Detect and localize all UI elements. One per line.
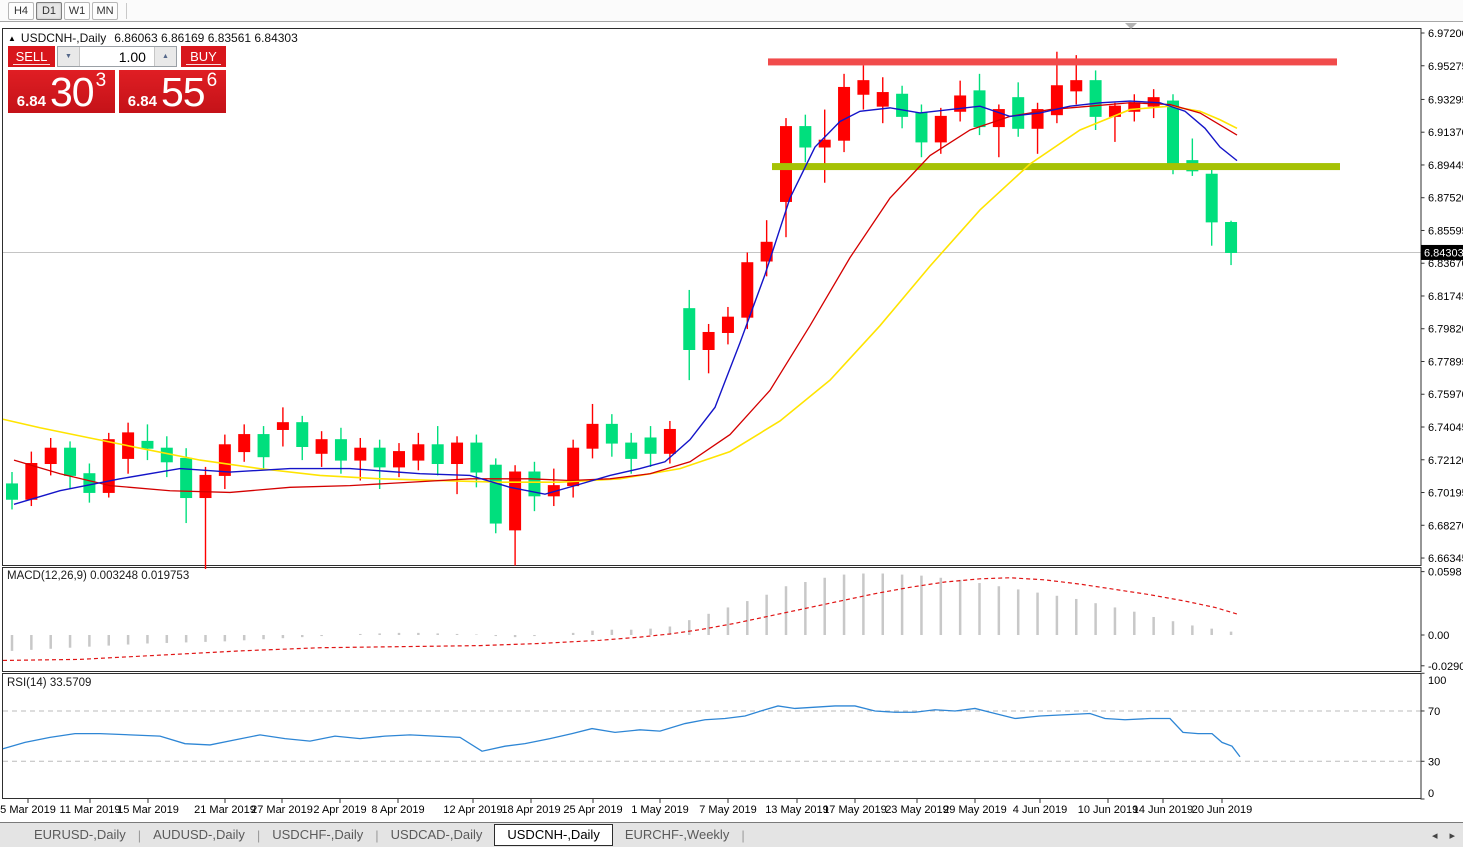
svg-text:0: 0 (1428, 788, 1434, 800)
svg-text:21 Mar 2019: 21 Mar 2019 (194, 804, 256, 816)
svg-text:8 Apr 2019: 8 Apr 2019 (371, 804, 424, 816)
tab-audusd-daily[interactable]: AUDUSD-,Daily (153, 827, 245, 842)
buy-price-pip: 6 (206, 70, 218, 91)
timeframe-toolbar: H4 D1 W1 MN (0, 0, 1463, 22)
trade-panel-prices: 6.84 30 3 6.84 55 6 (8, 70, 226, 113)
svg-text:6.77895: 6.77895 (1428, 356, 1463, 368)
buy-button[interactable]: BUY (180, 46, 226, 67)
svg-text:6.68270: 6.68270 (1428, 520, 1463, 532)
chart-header: ▲ USDCNH-,Daily 6.86063 6.86169 6.83561 … (8, 31, 298, 45)
chart-autoscroll-icon[interactable] (1125, 23, 1137, 29)
svg-text:20 Jun 2019: 20 Jun 2019 (1192, 804, 1253, 816)
svg-text:6.66345: 6.66345 (1428, 553, 1463, 565)
svg-text:6.84303: 6.84303 (1424, 247, 1463, 259)
trade-panel-controls: SELL ▼ ▲ BUY (8, 46, 226, 67)
timeframe-w1-button[interactable]: W1 (64, 1, 90, 20)
tabs-prev-icon[interactable]: ◂ (1431, 830, 1438, 842)
sell-price-pip: 3 (95, 70, 107, 91)
tab-eurchf-weekly[interactable]: EURCHF-,Weekly (624, 827, 730, 842)
chart-symbol-label: USDCNH-,Daily (20, 31, 107, 45)
sell-price-big: 30 (50, 69, 95, 116)
tab-divider: | (375, 827, 379, 843)
tab-usdchf-daily[interactable]: USDCHF-,Daily (272, 827, 364, 842)
svg-text:5 Mar 2019: 5 Mar 2019 (0, 804, 56, 816)
svg-text:15 Mar 2019: 15 Mar 2019 (117, 804, 179, 816)
svg-text:18 Apr 2019: 18 Apr 2019 (501, 804, 560, 816)
svg-text:17 May 2019: 17 May 2019 (823, 804, 887, 816)
sell-price-prefix: 6.84 (16, 92, 46, 110)
svg-text:6.72120: 6.72120 (1428, 455, 1463, 467)
svg-text:10 Jun 2019: 10 Jun 2019 (1078, 804, 1139, 816)
svg-text:0.00: 0.00 (1428, 630, 1449, 642)
svg-text:6.70195: 6.70195 (1428, 488, 1463, 500)
svg-text:27 Mar 2019: 27 Mar 2019 (251, 804, 313, 816)
svg-text:25 Apr 2019: 25 Apr 2019 (563, 804, 622, 816)
svg-text:6.85595: 6.85595 (1428, 225, 1463, 237)
svg-text:7 May 2019: 7 May 2019 (699, 804, 756, 816)
levels-layer (768, 58, 1340, 171)
svg-text:13 May 2019: 13 May 2019 (765, 804, 829, 816)
svg-text:6.74045: 6.74045 (1428, 422, 1463, 434)
svg-text:12 Apr 2019: 12 Apr 2019 (443, 804, 502, 816)
tab-divider: | (256, 827, 261, 843)
timeframe-h4-button[interactable]: H4 (8, 1, 34, 20)
tab-usdcnh-daily[interactable]: USDCNH-,Daily (494, 824, 613, 846)
svg-text:30: 30 (1428, 756, 1440, 768)
svg-text:4 Jun 2019: 4 Jun 2019 (1013, 804, 1067, 816)
svg-text:11 Mar 2019: 11 Mar 2019 (60, 804, 121, 816)
timeframe-mn-button[interactable]: MN (92, 1, 118, 20)
svg-text:6.83670: 6.83670 (1428, 258, 1463, 270)
volume-stepper: ▼ ▲ (56, 46, 177, 67)
trade-panel: SELL ▼ ▲ BUY 6.84 30 3 6.84 55 6 (8, 46, 226, 113)
volume-increase-icon[interactable]: ▲ (154, 47, 176, 66)
moving-averages-layer (2, 100, 1238, 506)
svg-text:70: 70 (1428, 706, 1440, 718)
svg-text:6.79820: 6.79820 (1428, 324, 1463, 336)
rsi-panel (2, 705, 1421, 762)
svg-text:6.97200: 6.97200 (1428, 28, 1463, 40)
buy-price-big: 55 (161, 69, 206, 116)
candles-layer (6, 51, 1238, 570)
macd-panel (2, 573, 1238, 662)
svg-text:29 May 2019: 29 May 2019 (943, 804, 1007, 816)
volume-input[interactable] (78, 47, 155, 66)
tab-usdcad-daily[interactable]: USDCAD-,Daily (390, 827, 483, 842)
sell-button[interactable]: SELL (8, 46, 55, 67)
tab-divider: | (741, 827, 745, 843)
svg-text:1 May 2019: 1 May 2019 (631, 804, 688, 816)
svg-text:0.0598: 0.0598 (1428, 567, 1462, 579)
svg-text:2 Apr 2019: 2 Apr 2019 (313, 804, 366, 816)
tabs-next-icon[interactable]: ▸ (1449, 830, 1455, 842)
svg-text:6.81745: 6.81745 (1428, 291, 1463, 303)
symbol-tabbar: EURUSD-,Daily | AUDUSD-,Daily | USDCHF-,… (0, 822, 1463, 847)
svg-text:6.95275: 6.95275 (1428, 61, 1463, 73)
svg-text:100: 100 (1428, 675, 1446, 687)
panel-borders (2, 28, 1422, 799)
svg-text:6.87520: 6.87520 (1428, 193, 1463, 205)
timeframe-d1-button[interactable]: D1 (36, 1, 62, 20)
symbol-collapse-icon[interactable]: ▲ (8, 33, 16, 43)
svg-text:14 Jun 2019: 14 Jun 2019 (1133, 804, 1194, 816)
chart-ohlc-values: 6.86063 6.86169 6.83561 6.84303 (114, 31, 298, 45)
svg-text:6.75970: 6.75970 (1428, 389, 1463, 401)
buy-price-prefix: 6.84 (127, 92, 157, 110)
volume-decrease-icon[interactable]: ▼ (57, 47, 79, 66)
axis-labels: 6.97200 6.95275 6.93295 6.91370 6.89445 6.875… (0, 28, 1463, 816)
svg-text:-0.029049: -0.029049 (1428, 661, 1463, 673)
svg-text:6.91370: 6.91370 (1428, 127, 1463, 139)
rsi-label: RSI(14) 33.5709 (7, 677, 92, 689)
svg-text:6.89445: 6.89445 (1428, 160, 1463, 172)
buy-price-button[interactable]: 6.84 55 6 (119, 70, 226, 113)
tab-navigation: ◂ ▸ (1432, 823, 1455, 848)
toolbar-separator (126, 2, 127, 19)
svg-text:23 May 2019: 23 May 2019 (885, 804, 949, 816)
macd-label: MACD(12,26,9) 0.003248 0.019753 (7, 570, 190, 582)
tab-divider: | (137, 827, 142, 843)
sell-price-button[interactable]: 6.84 30 3 (8, 70, 115, 113)
svg-text:6.93295: 6.93295 (1428, 94, 1463, 106)
tab-eurusd-daily[interactable]: EURUSD-,Daily (34, 827, 126, 842)
